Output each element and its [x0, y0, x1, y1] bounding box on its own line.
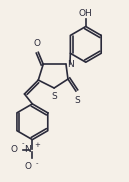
Text: -: -	[21, 141, 24, 147]
Text: N: N	[25, 145, 31, 154]
Text: O: O	[34, 39, 41, 48]
Text: OH: OH	[79, 9, 93, 18]
Text: -: -	[35, 161, 38, 167]
Text: S: S	[51, 92, 57, 101]
Text: N: N	[67, 60, 74, 69]
Text: O: O	[24, 163, 31, 171]
Text: S: S	[74, 96, 80, 105]
Text: +: +	[34, 142, 40, 148]
Text: O: O	[10, 145, 18, 154]
